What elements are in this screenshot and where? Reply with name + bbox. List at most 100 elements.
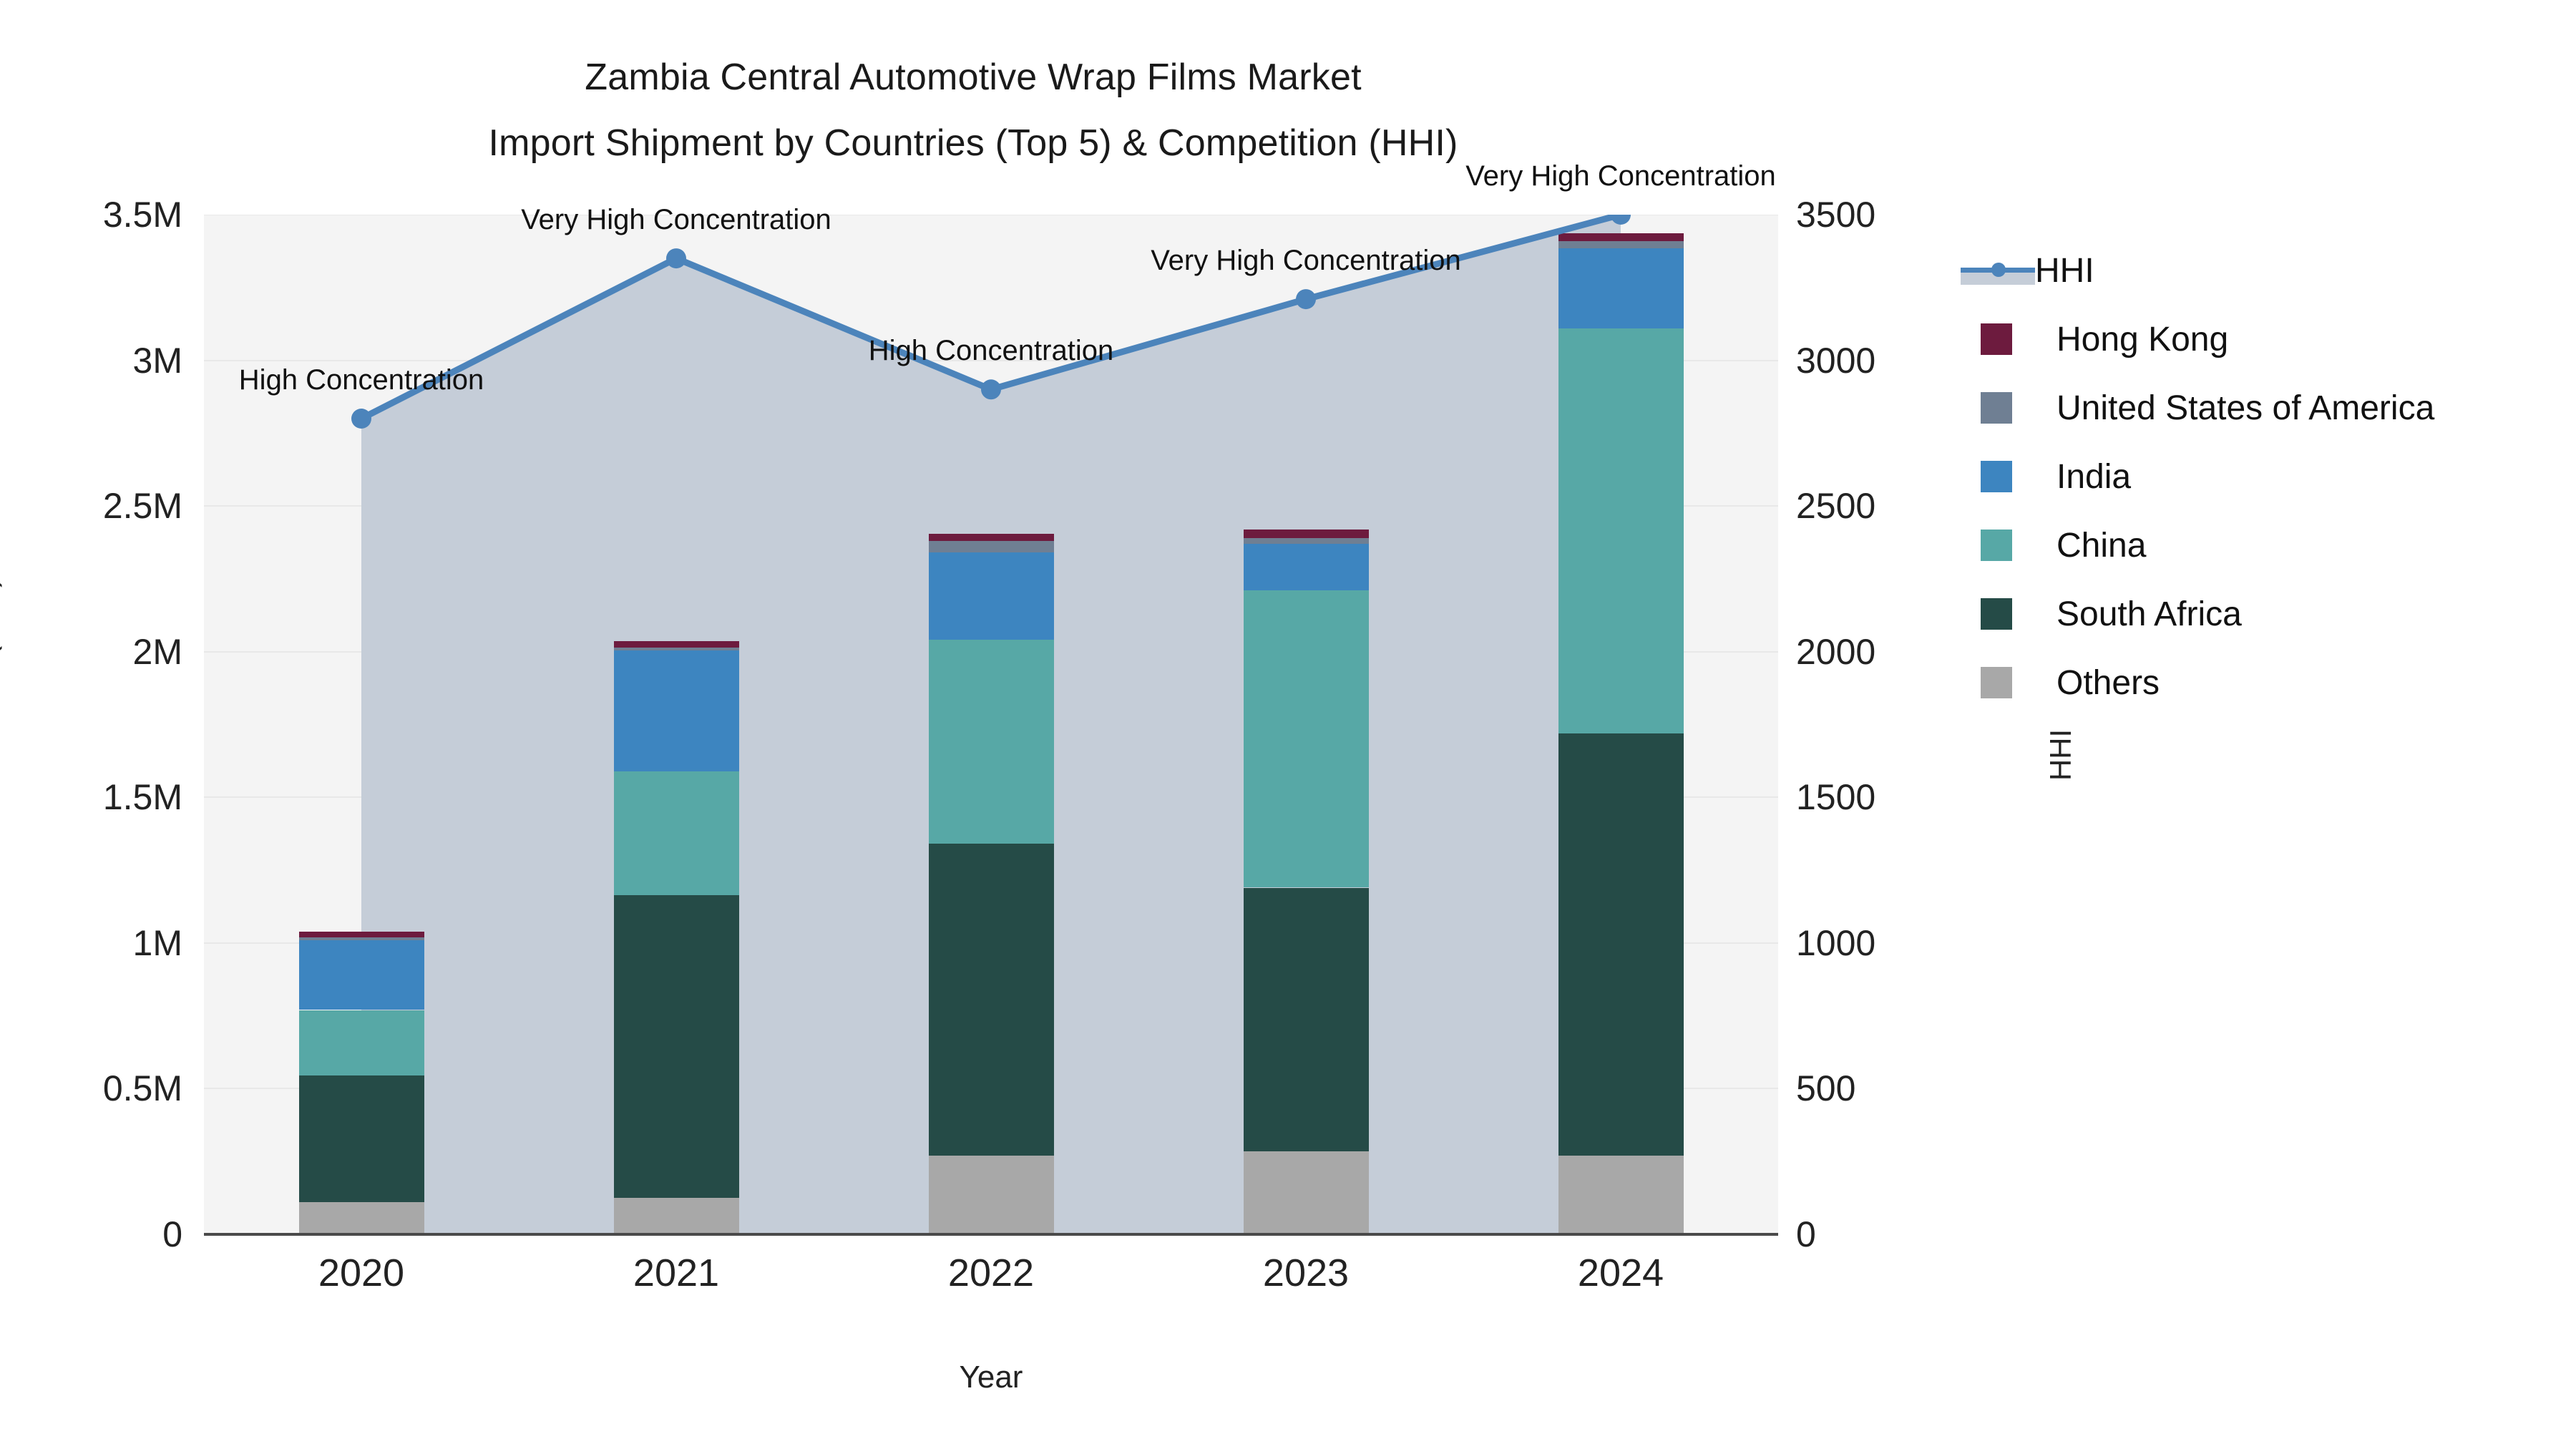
- concentration-annotation: Very High Concentration: [1151, 245, 1461, 277]
- hhi-line-swatch-icon: [1961, 255, 2035, 286]
- bar-segment[interactable]: [1243, 1151, 1369, 1234]
- legend-color-swatch: [1981, 598, 2012, 630]
- bar-segment[interactable]: [1558, 240, 1684, 248]
- bar-segment[interactable]: [298, 1010, 424, 1076]
- bar-group-2024[interactable]: [1558, 215, 1684, 1234]
- legend-item-label: United States of America: [2057, 389, 2435, 427]
- y-tick-left: 1M: [132, 922, 182, 963]
- hhi-marker[interactable]: [666, 248, 686, 269]
- legend-color-swatch: [1981, 392, 2012, 424]
- x-tick-2023: 2023: [1262, 1252, 1350, 1294]
- bar-segment[interactable]: [928, 552, 1054, 640]
- bar-group-2020[interactable]: [298, 215, 424, 1234]
- bar-segment[interactable]: [1243, 529, 1369, 538]
- hhi-marker[interactable]: [1296, 289, 1316, 310]
- bar-segment[interactable]: [1558, 328, 1684, 733]
- legend-item-others[interactable]: Others: [1961, 648, 2562, 717]
- bar-segment[interactable]: [1558, 733, 1684, 1156]
- concentration-annotation: Very High Concentration: [1465, 160, 1776, 192]
- x-tick-2022: 2022: [947, 1252, 1035, 1294]
- legend-item-south-africa[interactable]: South Africa: [1961, 580, 2562, 648]
- x-tick-2024: 2024: [1577, 1252, 1664, 1294]
- bar-segment[interactable]: [613, 1198, 739, 1234]
- y-tick-right: 1000: [1796, 922, 1876, 963]
- bar-segment[interactable]: [928, 640, 1054, 844]
- y-tick-left: 3.5M: [102, 195, 182, 235]
- hhi-marker[interactable]: [1611, 215, 1631, 225]
- legend-item-label: Others: [2057, 663, 2160, 702]
- bar-segment[interactable]: [1558, 248, 1684, 328]
- bar-segment[interactable]: [928, 541, 1054, 553]
- legend-item-label: South Africa: [2057, 595, 2242, 633]
- bar-segment[interactable]: [613, 647, 739, 650]
- y-tick-left: 0.5M: [102, 1068, 182, 1109]
- hhi-marker[interactable]: [351, 409, 371, 429]
- y-tick-right: 2500: [1796, 486, 1876, 527]
- x-axis-label: Year: [959, 1360, 1023, 1395]
- legend-color-swatch: [1981, 323, 2012, 355]
- hhi-line-svg: [351, 215, 1631, 429]
- hhi-area-swatch: [1961, 272, 2035, 285]
- bar-segment[interactable]: [298, 937, 424, 940]
- gridline: [204, 359, 1778, 361]
- y-tick-right: 500: [1796, 1068, 1856, 1109]
- y-tick-right: 3000: [1796, 340, 1876, 381]
- legend-item-label: HHI: [2035, 251, 2094, 290]
- bar-segment[interactable]: [613, 641, 739, 648]
- chart-legend: HHI Hong Kong United States of America Indi…: [1961, 236, 2562, 717]
- plot-inner: [204, 215, 1778, 1234]
- y-tick-left: 1.5M: [102, 777, 182, 818]
- bar-segment[interactable]: [1243, 887, 1369, 1151]
- y-tick-right: 2000: [1796, 631, 1876, 672]
- legend-item-label: China: [2057, 526, 2147, 565]
- y-tick-left: 2M: [132, 631, 182, 672]
- bar-group-2022[interactable]: [928, 215, 1054, 1234]
- concentration-annotation: Very High Concentration: [521, 204, 831, 236]
- legend-item-china[interactable]: China: [1961, 511, 2562, 580]
- y-tick-right: 1500: [1796, 777, 1876, 818]
- x-axis-line: [204, 1233, 1778, 1236]
- bar-segment[interactable]: [928, 844, 1054, 1156]
- legend-item-label: India: [2057, 457, 2132, 496]
- concentration-annotation: High Concentration: [868, 335, 1114, 367]
- y-tick-left: 3M: [132, 340, 182, 381]
- bar-segment[interactable]: [928, 533, 1054, 541]
- bar-segment[interactable]: [928, 1156, 1054, 1234]
- bar-segment[interactable]: [1558, 1156, 1684, 1234]
- y-tick-right: 3500: [1796, 195, 1876, 235]
- bar-segment[interactable]: [613, 650, 739, 771]
- bar-segment[interactable]: [298, 931, 424, 937]
- legend-item-label: Hong Kong: [2057, 320, 2229, 358]
- x-tick-2020: 2020: [318, 1252, 405, 1294]
- bar-segment[interactable]: [298, 1075, 424, 1203]
- bar-segment[interactable]: [298, 1202, 424, 1234]
- legend-color-swatch: [1981, 530, 2012, 561]
- hhi-marker-swatch: [1991, 263, 2006, 277]
- legend-color-swatch: [1981, 461, 2012, 492]
- legend-item-united-states-of-america[interactable]: United States of America: [1961, 374, 2562, 442]
- bar-segment[interactable]: [1243, 590, 1369, 888]
- bar-group-2023[interactable]: [1243, 215, 1369, 1234]
- y-axis-left-label: TRADE VALUE (US$): [0, 577, 2, 871]
- concentration-annotation: High Concentration: [238, 364, 484, 396]
- legend-item-hhi[interactable]: HHI: [1961, 236, 2562, 305]
- hhi-marker[interactable]: [981, 379, 1001, 400]
- bar-segment[interactable]: [613, 894, 739, 1199]
- chart-title-line2: Import Shipment by Countries (Top 5) & C…: [488, 122, 1458, 164]
- y-tick-right: 0: [1796, 1214, 1816, 1254]
- legend-color-swatch: [1981, 667, 2012, 698]
- legend-item-hong-kong[interactable]: Hong Kong: [1961, 305, 2562, 374]
- bar-group-2021[interactable]: [613, 215, 739, 1234]
- y-tick-left: 2.5M: [102, 486, 182, 527]
- y-tick-left: 0: [162, 1214, 182, 1254]
- x-tick-2021: 2021: [633, 1252, 720, 1294]
- plot-area: [204, 215, 1778, 1234]
- chart-title-line1: Zambia Central Automotive Wrap Films Mar…: [585, 57, 1362, 98]
- legend-item-india[interactable]: India: [1961, 442, 2562, 511]
- bar-segment[interactable]: [1558, 233, 1684, 241]
- bar-segment[interactable]: [1243, 544, 1369, 591]
- bar-segment[interactable]: [1243, 537, 1369, 545]
- bar-segment[interactable]: [298, 940, 424, 1010]
- bar-segment[interactable]: [613, 771, 739, 895]
